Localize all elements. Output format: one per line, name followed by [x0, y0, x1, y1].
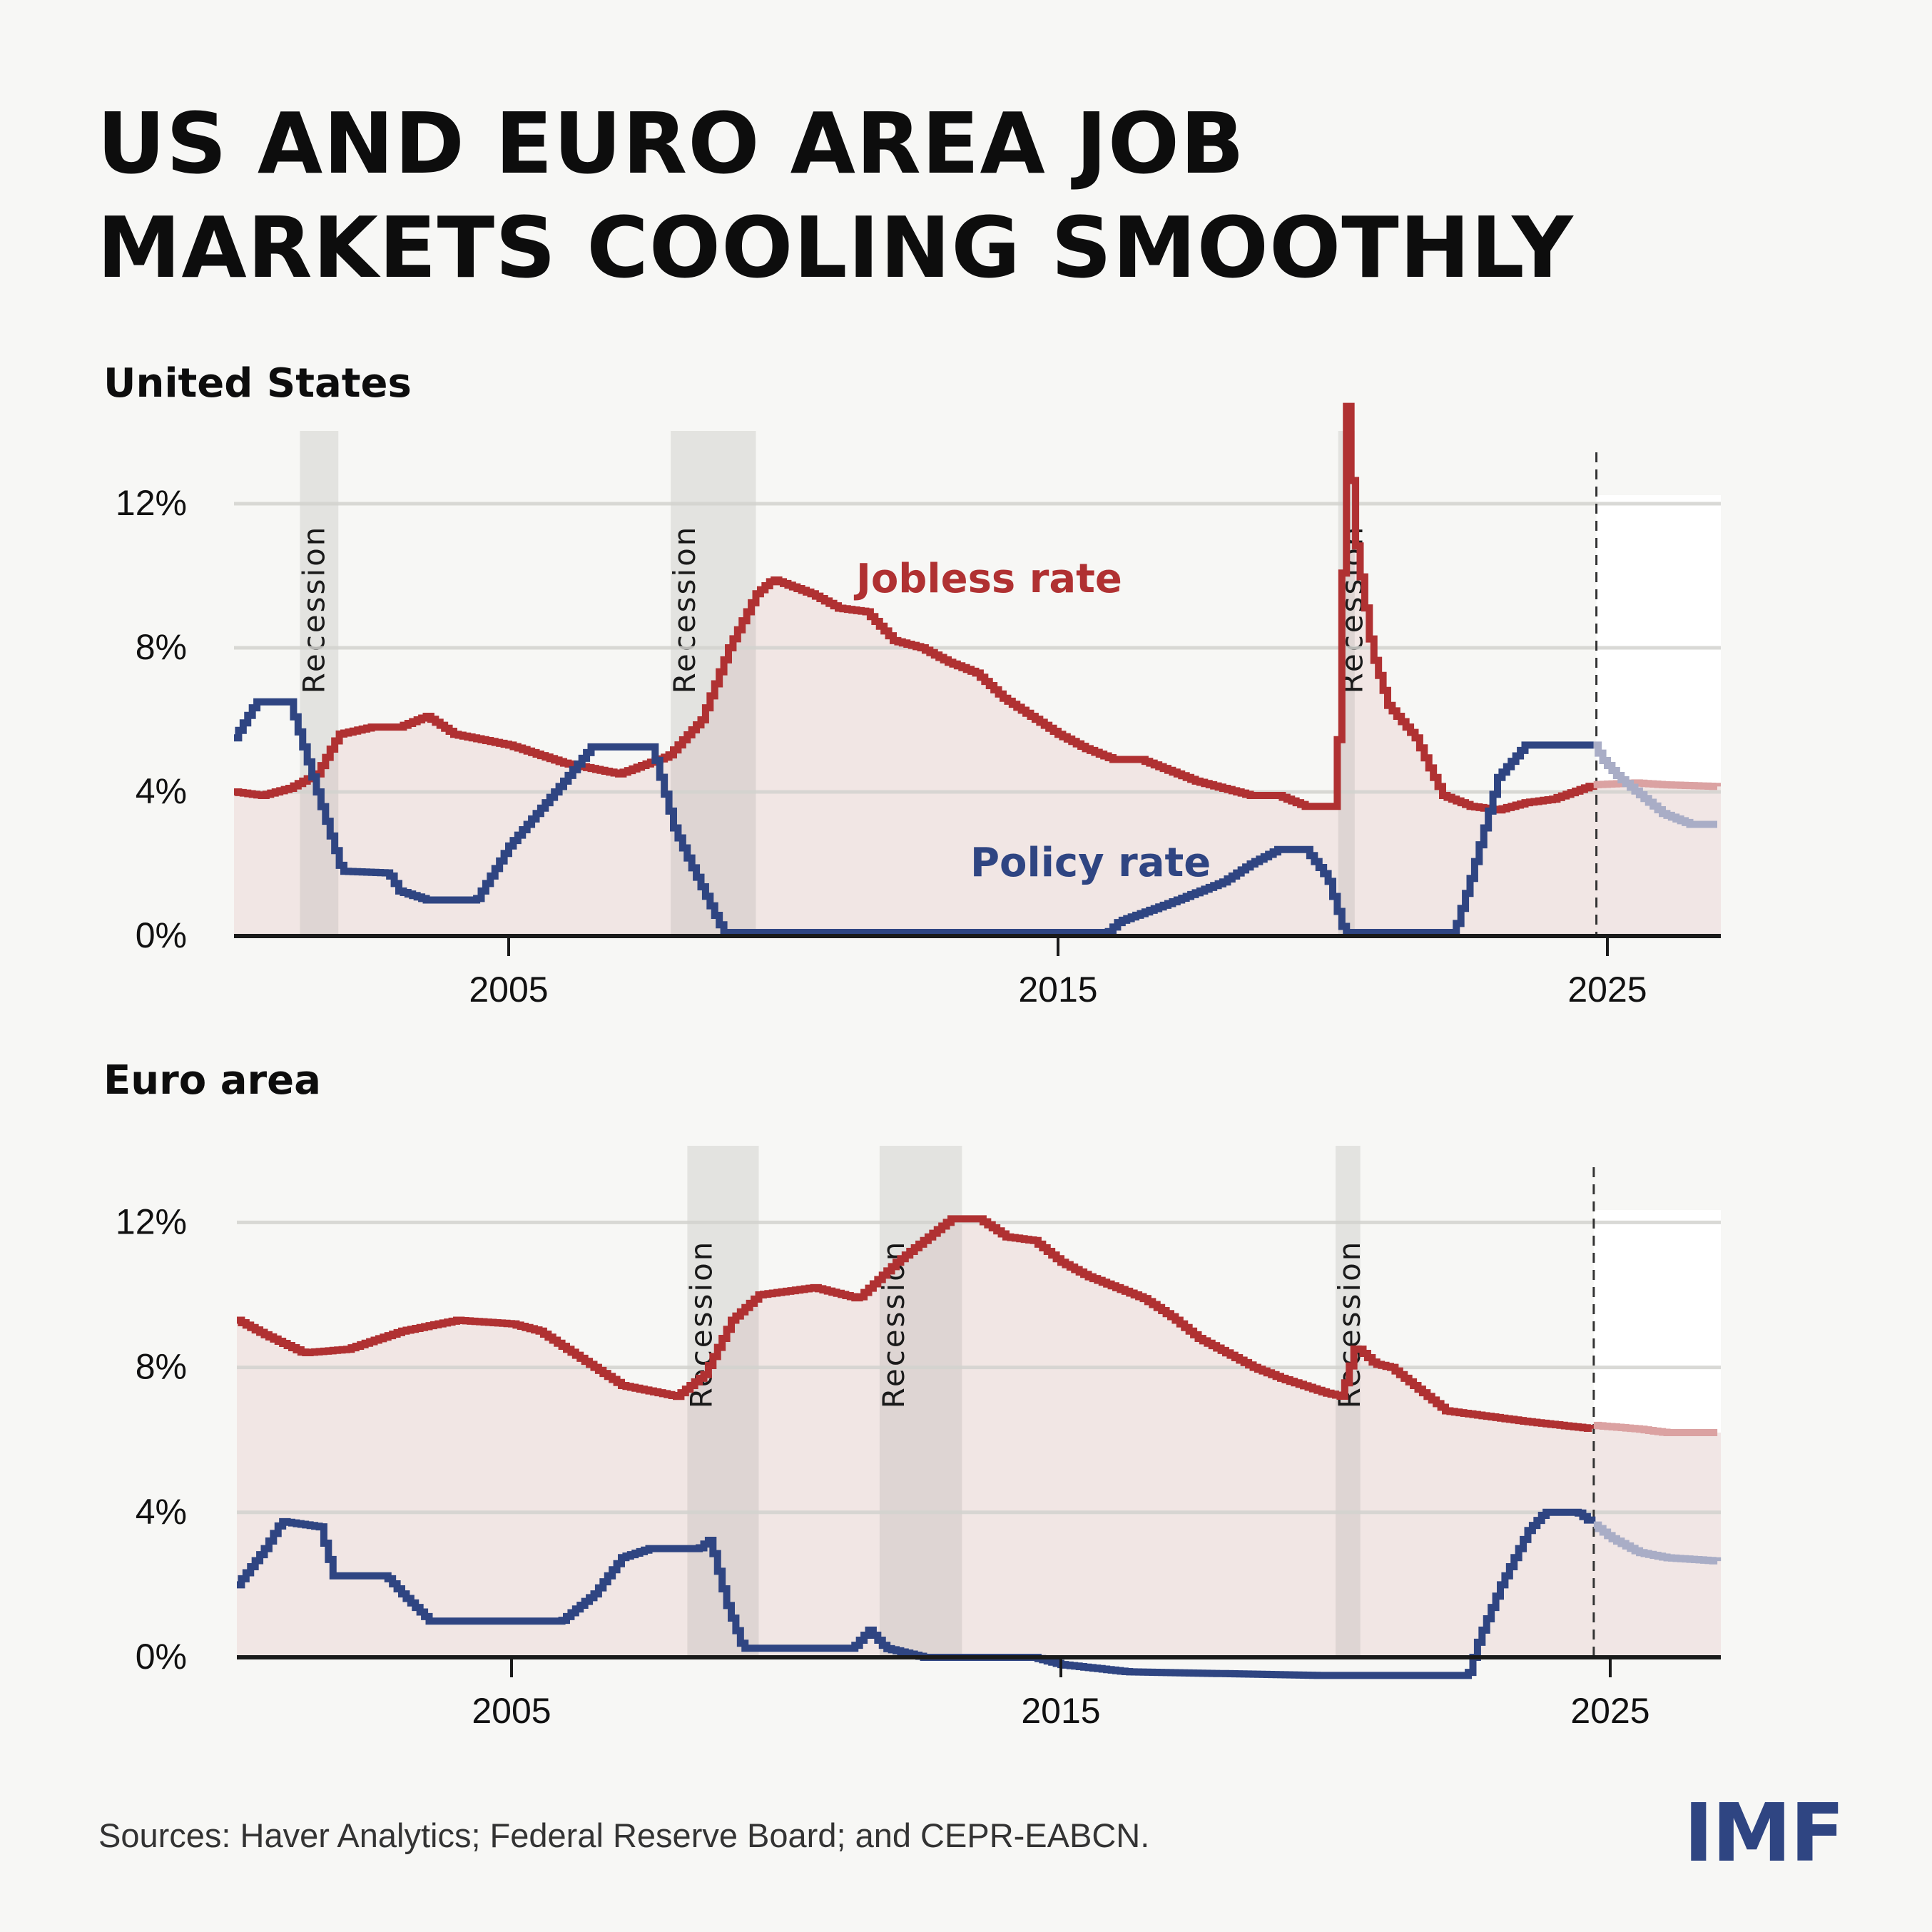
euro-chart: Recession Recession Recession0%4%8%12%2005…	[116, 1146, 1722, 1731]
x-tick-label: 2025	[1570, 1691, 1649, 1731]
recession-label: Recession	[296, 525, 331, 694]
jobless-forecast-line	[1593, 779, 1721, 790]
recession-label: Recession	[667, 525, 702, 694]
x-tick-label: 2015	[1021, 1691, 1100, 1731]
imf-logo: IMF	[1684, 1787, 1845, 1880]
sources-note: Sources: Haver Analytics; Federal Reserv…	[98, 1816, 1150, 1854]
x-tick-label: 2015	[1018, 970, 1097, 1010]
jobless-forecast-line	[1593, 1421, 1718, 1437]
jobless-rate-label: Jobless rate	[853, 556, 1122, 602]
y-tick-label: 8%	[136, 1347, 187, 1387]
chart-title: US AND EURO AREA JOB MARKETS COOLING SMO…	[97, 91, 1574, 300]
y-tick-label: 0%	[136, 1637, 187, 1677]
us-panel-title: United States	[103, 360, 412, 407]
y-tick-label: 4%	[136, 1492, 187, 1532]
recession-band	[879, 1146, 962, 1657]
jobless-line	[234, 402, 1597, 814]
y-tick-label: 0%	[136, 915, 187, 955]
recession-band	[1338, 431, 1355, 936]
euro-panel-title: Euro area	[103, 1057, 321, 1104]
recession-band	[1336, 1146, 1361, 1657]
policy-rate-label: Policy rate	[970, 840, 1211, 886]
title-line-2: MARKETS COOLING SMOOTHLY	[97, 198, 1574, 297]
us-chart: Recession Recession Recession0%4%8%12%2005…	[116, 402, 1721, 1010]
x-tick-label: 2025	[1567, 970, 1647, 1010]
policy-line	[234, 698, 1594, 936]
y-tick-label: 12%	[116, 1201, 187, 1241]
title-line-1: US AND EURO AREA JOB	[97, 94, 1246, 193]
y-tick-label: 12%	[116, 483, 187, 523]
jobless-line	[237, 1215, 1596, 1432]
policy-forecast-line	[1593, 741, 1717, 828]
y-tick-label: 4%	[136, 771, 187, 811]
policy-forecast-line	[1593, 1521, 1722, 1565]
jobless-area-fill	[237, 1219, 1721, 1657]
x-tick-label: 2005	[469, 970, 548, 1010]
y-tick-label: 8%	[136, 627, 187, 667]
x-tick-label: 2005	[472, 1691, 551, 1731]
